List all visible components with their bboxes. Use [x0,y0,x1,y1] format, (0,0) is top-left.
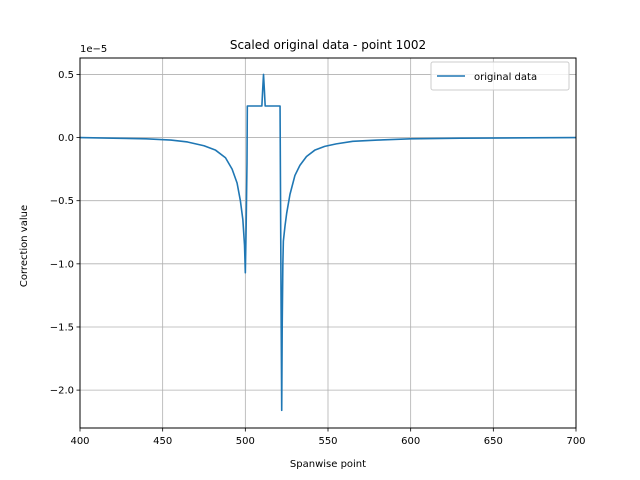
y-axis-label: Correction value [19,205,30,287]
x-axis-ticks: 400 450 500 550 600 650 700 [70,428,586,447]
y-tick-label: −1.5 [50,322,74,333]
x-tick-label: 650 [484,436,503,447]
legend-box [430,61,570,91]
y-tick-label: −0.5 [50,196,74,207]
x-tick-label: 600 [401,436,420,447]
y-tick-label: 0.0 [58,133,74,144]
x-tick-label: 500 [236,436,255,447]
legend: original data [430,61,570,91]
x-axis-label: Spanwise point [290,459,366,470]
y-tick-label: 0.5 [58,70,74,81]
x-tick-label: 700 [566,436,585,447]
x-tick-label: 550 [318,436,337,447]
x-tick-label: 400 [70,436,89,447]
y-axis-ticks: 0.5 0.0 −0.5 −1.0 −1.5 −2.0 [50,70,80,397]
x-tick-label: 450 [153,436,172,447]
legend-entry-label: original data [474,72,537,83]
y-tick-label: −1.0 [50,259,74,270]
series-layer [79,73,577,412]
y-tick-label: −2.0 [50,386,74,397]
grid [79,58,577,428]
chart-title: Scaled original data - point 1002 [230,38,426,52]
series-line [79,73,577,412]
y-axis-offset-label: 1e−5 [80,44,107,55]
